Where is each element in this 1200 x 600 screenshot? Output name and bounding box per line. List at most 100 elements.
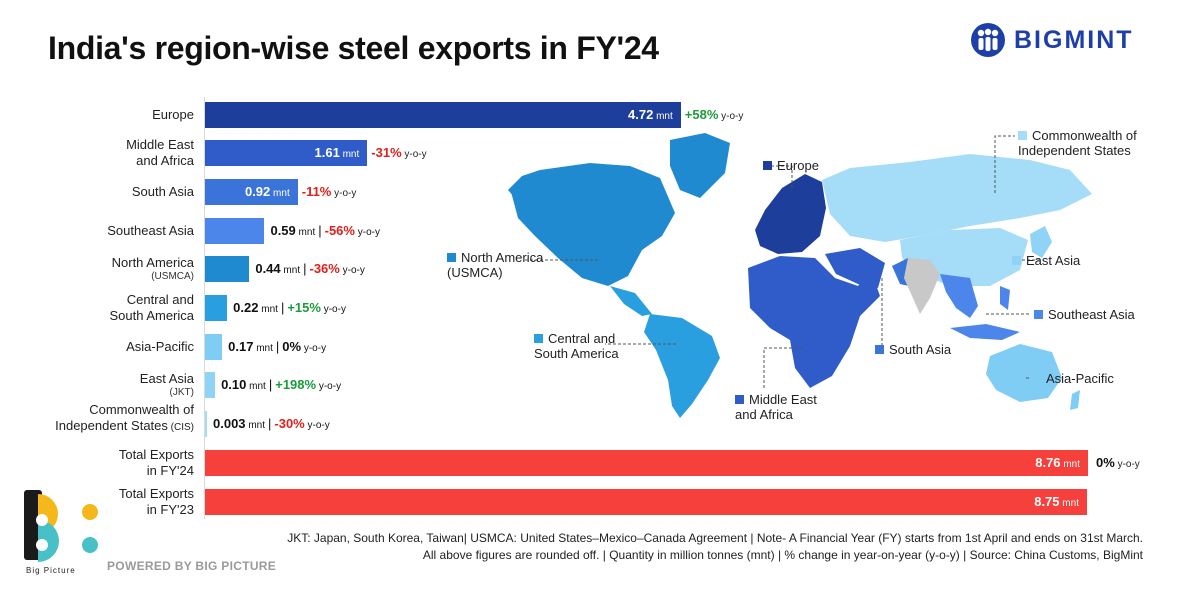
bar-value-unit: mnt [653, 111, 673, 122]
map-label-text: (USMCA) [447, 265, 503, 280]
category-label-line: Commonwealth of [89, 402, 194, 417]
brand-name: BIGMINT [1014, 25, 1134, 54]
legend-swatch [735, 395, 744, 404]
bar-value-unit: mnt [270, 188, 290, 199]
bar [205, 256, 250, 282]
bar-value: 0.10 mnt | +198% y-o-y [221, 372, 341, 398]
bar-value-unit: mnt [339, 149, 360, 160]
category-label: Middle East and Africa [126, 137, 194, 169]
yoy-change-unit: y-o-y [339, 265, 365, 276]
world-map [508, 133, 1092, 418]
category-label-line: Central and [126, 292, 194, 307]
category-label-line: Total Exports [118, 486, 194, 501]
map-north-america [510, 163, 675, 286]
leader-africa [763, 347, 802, 390]
category-label: East Asia (JKT) [140, 371, 194, 399]
bar [205, 218, 265, 244]
yoy-change-unit: y-o-y [301, 343, 327, 354]
bar-value-number: 0.10 [221, 377, 247, 392]
map-africa [748, 256, 880, 388]
category-label: South Asia [132, 184, 194, 200]
bar-value-unit: mnt [253, 343, 273, 354]
category-label-line: Independent States [55, 418, 168, 433]
bar [205, 411, 207, 437]
category-label: Southeast Asia [107, 223, 194, 239]
category-label-sub: (USMCA) [151, 271, 194, 282]
yoy-change: 0% y-o-y [1096, 450, 1140, 476]
category-label-line: South Asia [131, 184, 194, 199]
category-label-line: and Africa [136, 153, 194, 168]
powered-by: POWERED BY BIG PICTURE [107, 559, 277, 573]
separator: | [318, 223, 322, 238]
bar-value-number: 0.92 [244, 184, 271, 199]
logo-caption: Big Picture [26, 566, 76, 575]
yoy-change-value: -11% [301, 184, 332, 199]
map-alaska [508, 170, 540, 204]
yoy-change-unit: y-o-y [718, 111, 744, 122]
yoy-change: -11% y-o-y [302, 179, 357, 205]
yoy-change-value: -30% [274, 416, 305, 431]
category-label-line: in FY'24 [146, 463, 194, 478]
category-label: North America (USMCA) [112, 255, 194, 283]
map-label-europe: Europe [763, 158, 819, 173]
category-label-line: in FY'23 [146, 502, 194, 517]
separator: | [268, 377, 273, 392]
bar-value-number: 0.59 [270, 223, 296, 238]
map-label-cis: Commonwealth of Independent States [1018, 128, 1137, 158]
bar-value: 0.44 mnt | -36% y-o-y [255, 256, 365, 282]
yoy-change-value: 0% [282, 339, 302, 354]
category-label: Central and South America [109, 292, 194, 324]
category-label-line: Asia-Pacific [126, 339, 194, 354]
yoy-change-value: 0% [1096, 455, 1115, 470]
footnote-line: JKT: Japan, South Korea, Taiwan| USMCA: … [287, 531, 1143, 545]
bar-value-unit: mnt [1060, 459, 1080, 470]
bar-value-unit: mnt [280, 265, 301, 276]
map-label-text: Central and [548, 331, 616, 346]
category-label-line: South America [109, 308, 194, 323]
bar-value-number: 8.75 [1034, 494, 1060, 509]
yoy-change-value: -56% [324, 223, 355, 238]
map-east-asia [1030, 226, 1052, 258]
map-label-text: Southeast Asia [1048, 307, 1135, 322]
map-label-south-asia: South Asia [875, 342, 951, 357]
legend-swatch [1018, 131, 1027, 140]
yoy-change-unit: y-o-y [1114, 459, 1140, 470]
separator: | [303, 261, 307, 276]
map-south-america [644, 314, 720, 418]
legend-swatch [1034, 310, 1043, 319]
yoy-change-unit: y-o-y [304, 420, 330, 431]
separator: | [280, 300, 285, 315]
map-label-central-south-america: Central and South America [534, 331, 619, 361]
leader-cis [994, 135, 1015, 193]
category-label: Europe [152, 107, 194, 123]
category-label: Total Exports in FY'24 [119, 447, 194, 479]
page-title: India's region-wise steel exports in FY'… [48, 30, 659, 66]
footnotes: JKT: Japan, South Korea, Taiwan| USMCA: … [287, 530, 1143, 564]
bar-value: 0.003 mnt | -30% y-o-y [213, 411, 330, 437]
bar-value-unit: mnt [295, 227, 316, 238]
yoy-change-value: +198% [275, 377, 317, 392]
map-australia [986, 344, 1062, 402]
legend-swatch [875, 345, 884, 354]
map-label-text: East Asia [1026, 253, 1081, 268]
map-label-text: South Asia [889, 342, 952, 357]
map-europe [755, 174, 826, 254]
category-label: Total Exports in FY'23 [119, 486, 194, 518]
bar: 1.61 mnt [205, 140, 368, 166]
bar-value-unit: mnt [258, 304, 278, 315]
yoy-change: +58% y-o-y [685, 102, 744, 128]
map-label-text: South America [534, 346, 619, 361]
category-label-line: East Asia [139, 371, 194, 386]
map-new-zealand [1070, 390, 1080, 410]
map-central-america [610, 286, 652, 316]
yoy-change-unit: y-o-y [401, 149, 427, 160]
bar-value-number: 0.22 [233, 300, 259, 315]
bar-value-number: 0.44 [255, 261, 281, 276]
map-southeast-asia [940, 274, 978, 318]
bar-value-unit: mnt [246, 381, 266, 392]
map-label-text: North America [461, 250, 544, 265]
map-label-text: and Africa [735, 407, 793, 422]
map-label-middle-east-africa: Middle East and Africa [735, 392, 817, 422]
map-label-text: Middle East [749, 392, 817, 407]
map-greenland [670, 133, 730, 198]
